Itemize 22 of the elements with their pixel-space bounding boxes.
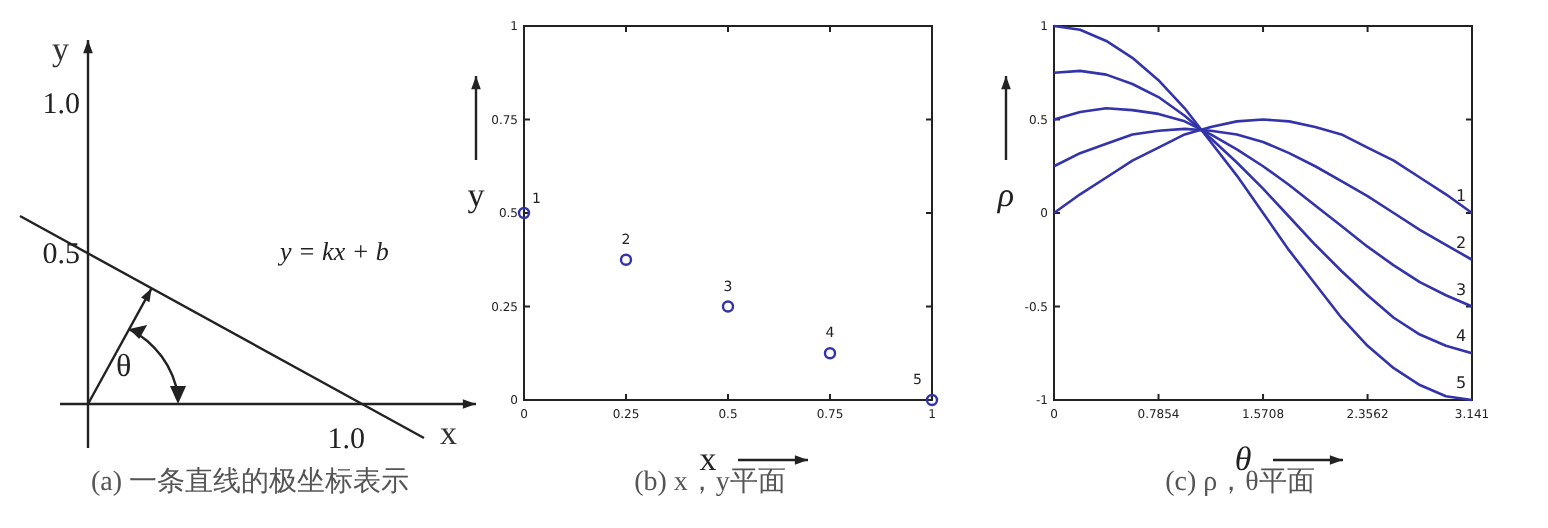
series-label: 1 [1456,187,1467,205]
series-label: 5 [1456,374,1467,392]
text: y [52,30,70,68]
text: x [440,414,458,452]
text: y = kx + b [276,236,390,266]
text: (c) ρ，θ平面 [1165,468,1315,498]
y-axis-title: y [467,176,486,214]
series-label: 2 [1456,233,1467,252]
y-axis-title: ρ [995,176,1015,214]
text: 1.0 [327,424,365,456]
text: 1.0 [42,88,80,121]
point [619,253,633,266]
point [721,300,735,313]
point [823,347,837,360]
text: 0.5 [42,239,80,272]
line-series [1052,24,1474,402]
series-label: 3 [1456,280,1467,299]
point [925,393,939,407]
text: (a) 一条直线的极坐标表示 [90,466,410,498]
series-label: 4 [1456,327,1467,346]
text: θ [116,350,132,384]
point [517,206,531,220]
